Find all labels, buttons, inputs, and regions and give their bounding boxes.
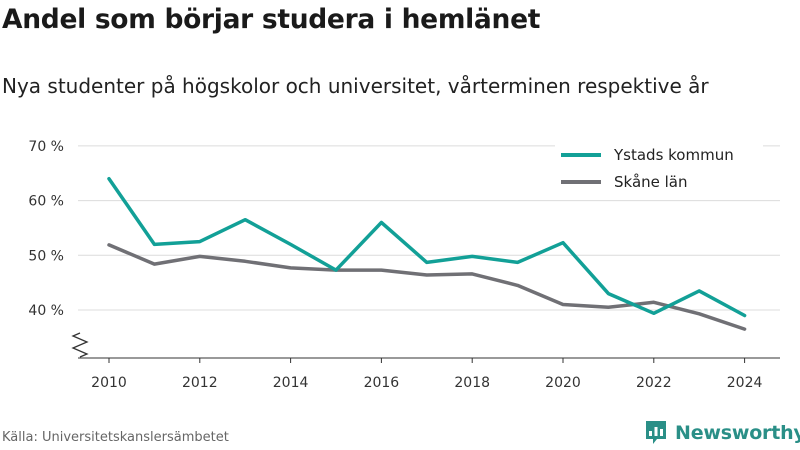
legend-box (555, 138, 763, 200)
legend: Ystads kommun Skåne län (555, 138, 763, 200)
x-tick-label: 2016 (364, 375, 400, 391)
y-tick-label: 50 % (28, 248, 64, 264)
x-tick-label: 2012 (182, 375, 218, 391)
x-tick-label: 2010 (91, 375, 127, 391)
x-tick-label: 2018 (454, 375, 490, 391)
bar-chart-logo-icon (646, 421, 666, 444)
x-tick-label: 2022 (636, 375, 672, 391)
x-tick-label: 2024 (727, 375, 763, 391)
chart-title: Andel som börjar studera i hemlänet (2, 4, 541, 35)
y-tick-label: 70 % (28, 139, 64, 155)
axes: 40 % 50 % 60 % 70 % 2010 2012 2014 2016 2018 2020… (28, 139, 780, 391)
brand-logo[interactable]: Newsworthy (644, 420, 800, 446)
y-tick-label: 60 % (28, 194, 64, 210)
x-tick-label: 2014 (273, 375, 309, 391)
brand-name: Newsworthy (675, 422, 800, 444)
series-lines (107, 176, 747, 331)
series-line-ystads-kommun (107, 176, 747, 318)
series-line-skåne-län (107, 243, 747, 331)
x-tick-label: 2020 (545, 375, 581, 391)
legend-label: Skåne län (614, 173, 688, 191)
y-tick-label: 40 % (28, 303, 64, 319)
chart-subtitle: Nya studenter på högskolor och universit… (2, 74, 709, 98)
axis-break-icon (71, 332, 89, 358)
source-note: Källa: Universitetskanslersämbetet (2, 430, 229, 445)
legend-label: Ystads kommun (613, 146, 734, 164)
